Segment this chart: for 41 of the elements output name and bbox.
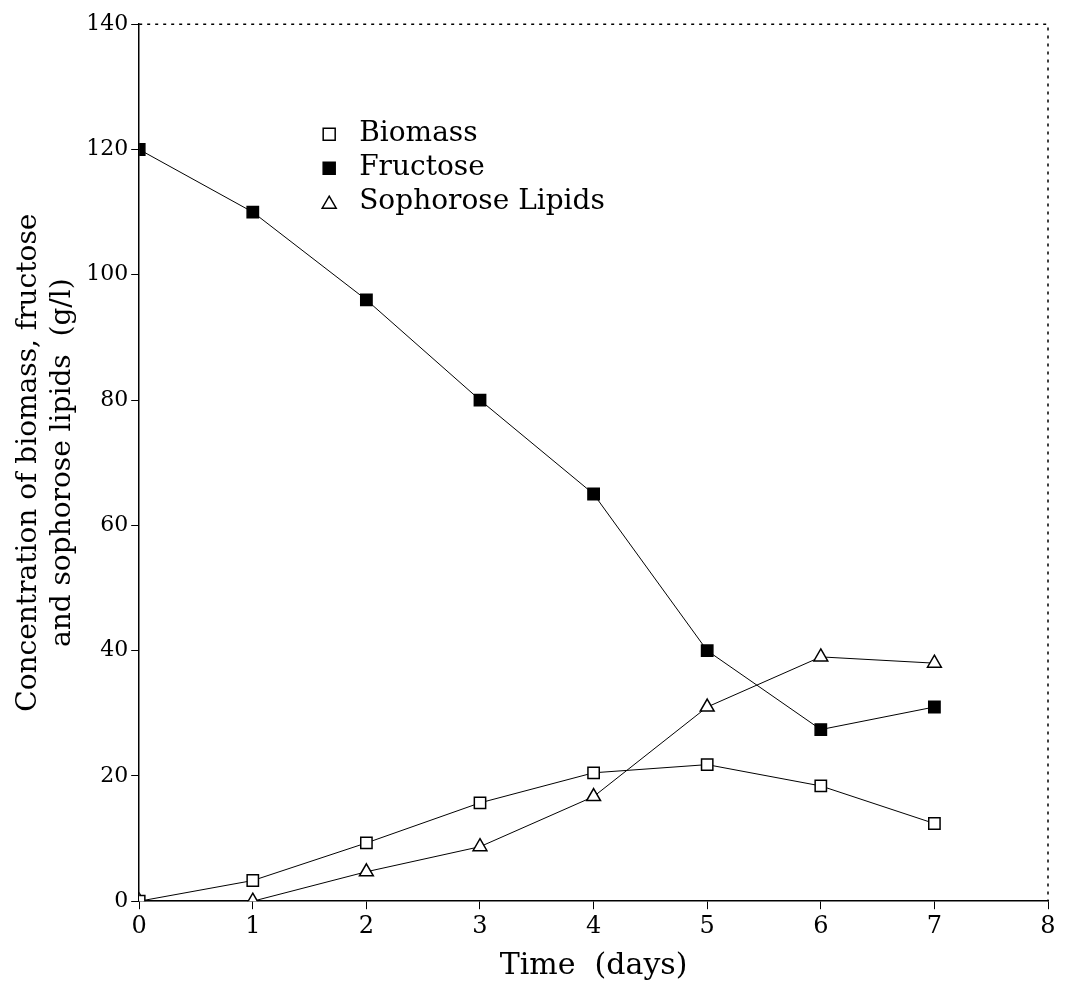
x-tick-label: 3 bbox=[472, 910, 488, 939]
legend-label: Sophorose Lipids bbox=[359, 183, 605, 217]
x-tick-label: 5 bbox=[699, 910, 715, 939]
point bbox=[814, 779, 828, 793]
x-tick-label: 8 bbox=[1040, 910, 1056, 939]
x-tick-label: 7 bbox=[926, 910, 943, 939]
point bbox=[472, 837, 488, 852]
point bbox=[927, 700, 941, 714]
y-axis-title: Concentration of biomass, fructose and sophorose lipids (g/l) bbox=[10, 213, 77, 712]
point bbox=[585, 787, 602, 802]
y-tick-label: 100 bbox=[86, 260, 129, 286]
point bbox=[246, 874, 260, 887]
point bbox=[246, 205, 260, 219]
point bbox=[359, 836, 373, 850]
y-tick-label: 80 bbox=[100, 385, 129, 411]
point bbox=[814, 723, 828, 736]
y-tick-label: 20 bbox=[100, 761, 129, 787]
point bbox=[358, 863, 375, 877]
legend-label: Fructose bbox=[359, 149, 485, 183]
point bbox=[473, 796, 487, 810]
y-tick-label: 0 bbox=[114, 886, 129, 912]
point bbox=[926, 654, 943, 668]
point bbox=[700, 758, 714, 772]
y-tick-label: 140 bbox=[86, 9, 129, 35]
point bbox=[699, 698, 715, 712]
x-tick-label: 6 bbox=[813, 910, 829, 939]
point bbox=[359, 293, 373, 307]
point bbox=[813, 648, 829, 662]
x-tick-label: 4 bbox=[585, 910, 602, 939]
y-tick-label: 40 bbox=[100, 636, 129, 662]
x-tick-label: 2 bbox=[358, 910, 375, 939]
x-tick-label: 0 bbox=[131, 910, 147, 939]
y-tick-label: 120 bbox=[86, 135, 129, 161]
legend-label: Biomass bbox=[359, 115, 478, 149]
x-tick-label: 1 bbox=[245, 910, 261, 939]
point bbox=[587, 766, 600, 780]
point bbox=[700, 644, 714, 658]
x-axis-title: Time (days) bbox=[499, 945, 688, 981]
y-tick-label: 60 bbox=[100, 511, 129, 537]
point bbox=[587, 487, 600, 501]
point bbox=[927, 817, 941, 830]
